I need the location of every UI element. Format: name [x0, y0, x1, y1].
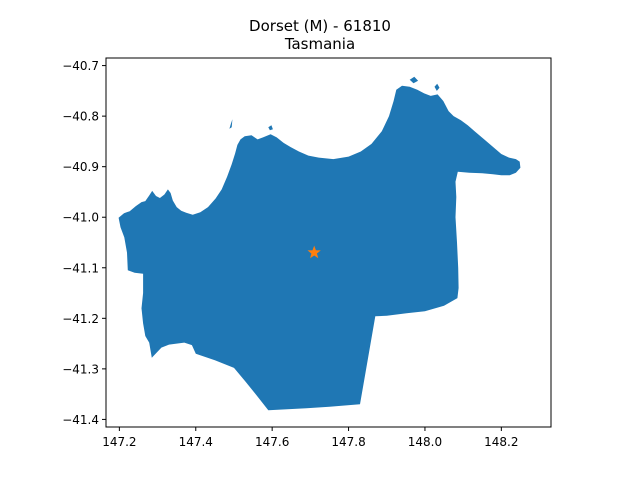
chart-title: Dorset (M) - 61810	[249, 17, 391, 35]
chart-subtitle: Tasmania	[284, 35, 356, 53]
axes-border	[105, 57, 552, 428]
island-polygon	[229, 119, 233, 129]
x-tick-label: 148.2	[484, 435, 518, 449]
x-tick-label: 147.4	[179, 435, 213, 449]
y-tick-label: −40.7	[62, 59, 99, 73]
marker-layer	[307, 245, 321, 259]
island-polygon	[268, 125, 273, 131]
y-tick-label: −41.4	[62, 413, 99, 427]
y-tick-label: −41.3	[62, 362, 99, 376]
axes-frame	[105, 57, 552, 428]
island-polygon	[434, 83, 440, 91]
island-polygon	[409, 76, 419, 84]
y-tick-label: −40.9	[62, 160, 99, 174]
y-tick-label: −41.0	[62, 211, 99, 225]
centroid-star-marker	[307, 245, 321, 259]
y-tick-label: −41.2	[62, 312, 99, 326]
x-tick-label: 148.0	[408, 435, 442, 449]
y-tick-label: −40.8	[62, 110, 99, 124]
region-map	[118, 76, 521, 411]
x-axis: 147.2 147.4 147.6 147.8 148.0 148.2	[102, 427, 519, 449]
x-tick-label: 147.2	[102, 435, 136, 449]
x-tick-label: 147.8	[331, 435, 365, 449]
region-polygon	[118, 85, 521, 411]
x-tick-label: 147.6	[255, 435, 289, 449]
y-axis: −40.7 −40.8 −40.9 −41.0 −41.1 −41.2 −41.3 −41.4	[62, 59, 106, 427]
y-tick-label: −41.1	[62, 261, 99, 275]
